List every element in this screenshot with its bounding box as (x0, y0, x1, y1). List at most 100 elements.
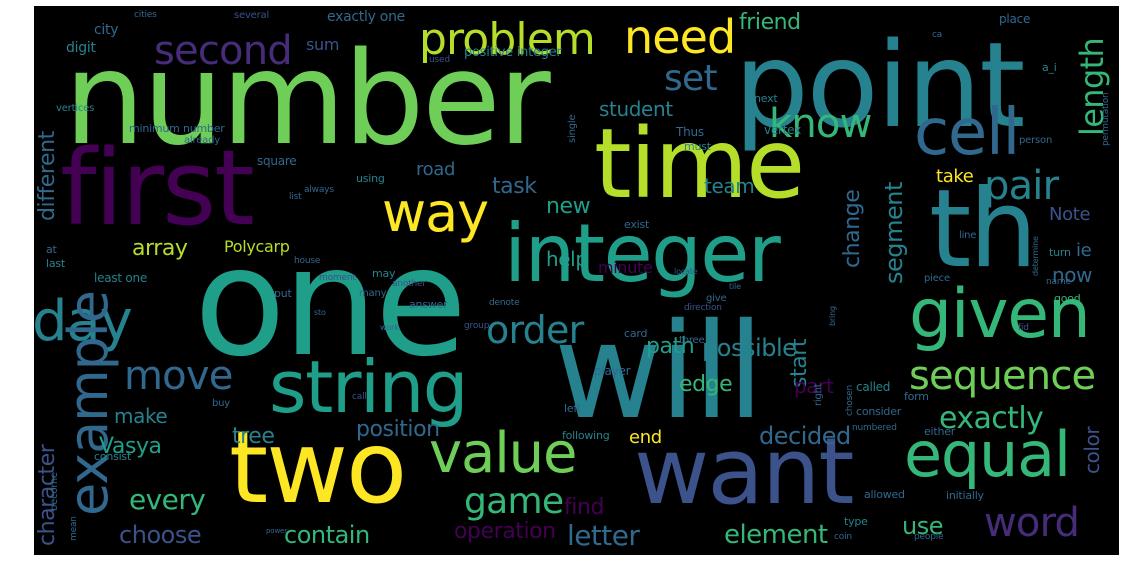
word-work: work (380, 323, 399, 332)
word-contain: contain (284, 521, 370, 549)
word-form: form (904, 390, 929, 403)
word-house: house (294, 256, 321, 266)
word-initially: initially (946, 489, 984, 502)
word-find: find (564, 495, 605, 520)
word-used: used (429, 55, 450, 65)
word-given: given (909, 275, 1091, 354)
word-mean: mean (69, 516, 79, 541)
word-point: point (734, 16, 1026, 154)
word-already: already (184, 135, 220, 146)
word-consider: consider (856, 405, 902, 418)
word-people: people (914, 532, 944, 542)
word-may: may (372, 267, 396, 280)
word-student: student (599, 97, 673, 121)
word-permutation: permutation (1101, 92, 1111, 146)
word-positive-integer: positive integer (464, 45, 562, 60)
word-cell: cell (914, 96, 1020, 170)
word-put: put (274, 287, 292, 300)
word-a-i: a_i (1042, 61, 1057, 74)
word-change: change (840, 189, 865, 268)
word-integer: integer (504, 207, 781, 300)
word-tree: tree (232, 424, 275, 449)
word-way: way (382, 181, 489, 244)
word-vertex: vertex (764, 123, 801, 137)
word-second: second (154, 28, 293, 74)
word-line: line (959, 230, 977, 241)
word-Polycarp: Polycarp (224, 237, 290, 256)
word-want: want (634, 418, 854, 525)
word-first: first (60, 127, 255, 249)
word-either: either (924, 425, 956, 438)
word-exist: exist (624, 218, 650, 231)
word-will: will (554, 295, 764, 449)
word-friend: friend (739, 10, 801, 35)
word-single: single (567, 114, 578, 143)
word-turn: turn (1049, 246, 1071, 259)
word-denote: denote (489, 298, 520, 308)
word-number: number (64, 25, 551, 174)
word-Vasya: Vasya (99, 434, 162, 459)
word-part: part (794, 374, 834, 398)
word-place: place (999, 12, 1031, 26)
word-numbered: numbered (852, 423, 897, 433)
word-good: good (1054, 292, 1081, 305)
word-person: person (1019, 135, 1053, 146)
word-know: know (769, 101, 872, 147)
word-end: end (629, 427, 662, 448)
word-least-one: least one (94, 271, 148, 285)
word-city: city (94, 22, 119, 38)
word-card: card (624, 327, 648, 340)
word-array: array (132, 236, 188, 261)
word-use: use (902, 512, 944, 540)
word-position: position (356, 417, 440, 442)
word-name: name (1046, 277, 1071, 287)
word-coin: coin (834, 532, 852, 542)
word-different: different (35, 131, 60, 221)
word-every: every (129, 483, 206, 516)
word-pair: pair (984, 163, 1059, 209)
word-become: become (49, 472, 60, 511)
word-cities: cities (134, 10, 157, 20)
word-following: following (562, 429, 610, 442)
word-possible: possible (702, 334, 797, 362)
word-th: th (929, 167, 1038, 292)
word-piece: piece (924, 273, 950, 284)
word-decided: decided (759, 422, 851, 450)
word-make: make (114, 404, 168, 428)
word-need: need (624, 10, 736, 64)
word-minimum-number: minimum number (129, 122, 225, 135)
word-give: give (706, 293, 727, 304)
word-operation: operation (454, 519, 556, 544)
word-tile: tile (729, 282, 741, 291)
word-ie: ie (1076, 240, 1092, 261)
word-next: next (754, 92, 778, 105)
word-cloud: number one point will time first th inte… (34, 6, 1119, 555)
word-now: now (1052, 263, 1093, 287)
word-several: several (234, 10, 270, 21)
word-set: set (664, 58, 718, 99)
word-always: always (304, 185, 334, 195)
word-at: at (46, 243, 57, 256)
word-ca: ca (932, 30, 943, 40)
word-Thus: Thus (676, 125, 704, 139)
word-road: road (416, 159, 456, 180)
word-edge: edge (679, 372, 733, 397)
word-word: word (984, 500, 1080, 546)
word-must: must (684, 140, 711, 153)
word-bring: bring (828, 306, 837, 326)
word-one: one (194, 216, 467, 390)
word-choose: choose (119, 521, 202, 549)
word-string: string (269, 345, 468, 429)
word-digit: digit (66, 40, 96, 56)
word-buy: buy (212, 398, 231, 409)
word-element: element (724, 520, 828, 550)
word-color: color (1080, 426, 1104, 474)
word-time: time (594, 108, 805, 220)
word-task: task (492, 174, 537, 199)
word-consist: consist (94, 450, 132, 463)
word-exactly: exactly (939, 401, 1044, 436)
word-type: type (844, 515, 868, 528)
word-last: last (46, 257, 65, 270)
word-order: order (486, 308, 584, 352)
word-equal: equal (904, 418, 1071, 491)
